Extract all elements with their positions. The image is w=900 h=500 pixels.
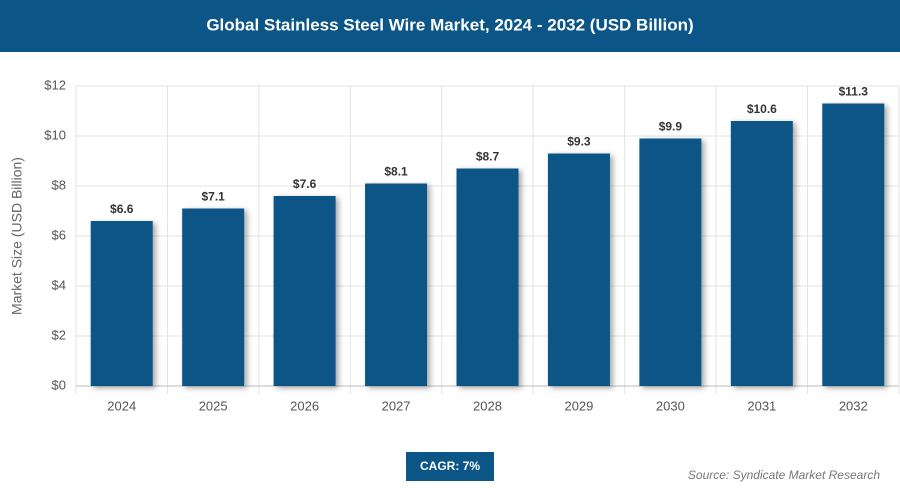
value-label: $8.7 bbox=[476, 150, 500, 164]
x-tick-label: 2024 bbox=[107, 398, 136, 413]
bar bbox=[639, 138, 702, 386]
y-axis-label: Market Size (USD Billion) bbox=[9, 157, 25, 315]
value-label: $7.6 bbox=[293, 177, 317, 191]
y-tick-label: $12 bbox=[44, 77, 66, 92]
bar bbox=[547, 153, 610, 386]
bar bbox=[730, 121, 793, 386]
bar bbox=[822, 103, 885, 386]
y-tick-label: $2 bbox=[52, 327, 66, 342]
value-label: $9.9 bbox=[659, 120, 683, 134]
x-tick-label: 2028 bbox=[473, 398, 502, 413]
source: Source: Syndicate Market Research bbox=[688, 468, 880, 482]
y-tick-label: $6 bbox=[52, 227, 66, 242]
value-label: $9.3 bbox=[567, 135, 591, 149]
y-tick-label: $0 bbox=[52, 377, 66, 392]
value-label: $11.3 bbox=[839, 85, 869, 99]
x-tick-label: 2027 bbox=[382, 398, 411, 413]
value-label: $10.6 bbox=[747, 102, 777, 116]
bar bbox=[182, 208, 245, 386]
x-tick-label: 2029 bbox=[564, 398, 593, 413]
chart-title: Global Stainless Steel Wire Market, 2024… bbox=[206, 15, 693, 34]
value-label: $7.1 bbox=[201, 190, 225, 204]
bar bbox=[273, 196, 336, 386]
title-banner bbox=[0, 0, 900, 52]
bar bbox=[90, 221, 153, 386]
cagr-box bbox=[406, 452, 494, 481]
x-tick-label: 2032 bbox=[839, 398, 868, 413]
y-tick-label: $10 bbox=[44, 127, 66, 142]
value-label: $8.1 bbox=[384, 165, 408, 179]
value-label: $6.6 bbox=[110, 202, 134, 216]
x-tick-label: 2030 bbox=[656, 398, 685, 413]
bar bbox=[456, 168, 519, 386]
cagr-label: CAGR: 7% bbox=[420, 459, 480, 473]
x-tick-label: 2026 bbox=[290, 398, 319, 413]
bar bbox=[365, 183, 428, 386]
x-tick-label: 2025 bbox=[199, 398, 228, 413]
y-tick-label: $4 bbox=[52, 277, 66, 292]
y-tick-label: $8 bbox=[52, 177, 66, 192]
x-tick-label: 2031 bbox=[747, 398, 776, 413]
